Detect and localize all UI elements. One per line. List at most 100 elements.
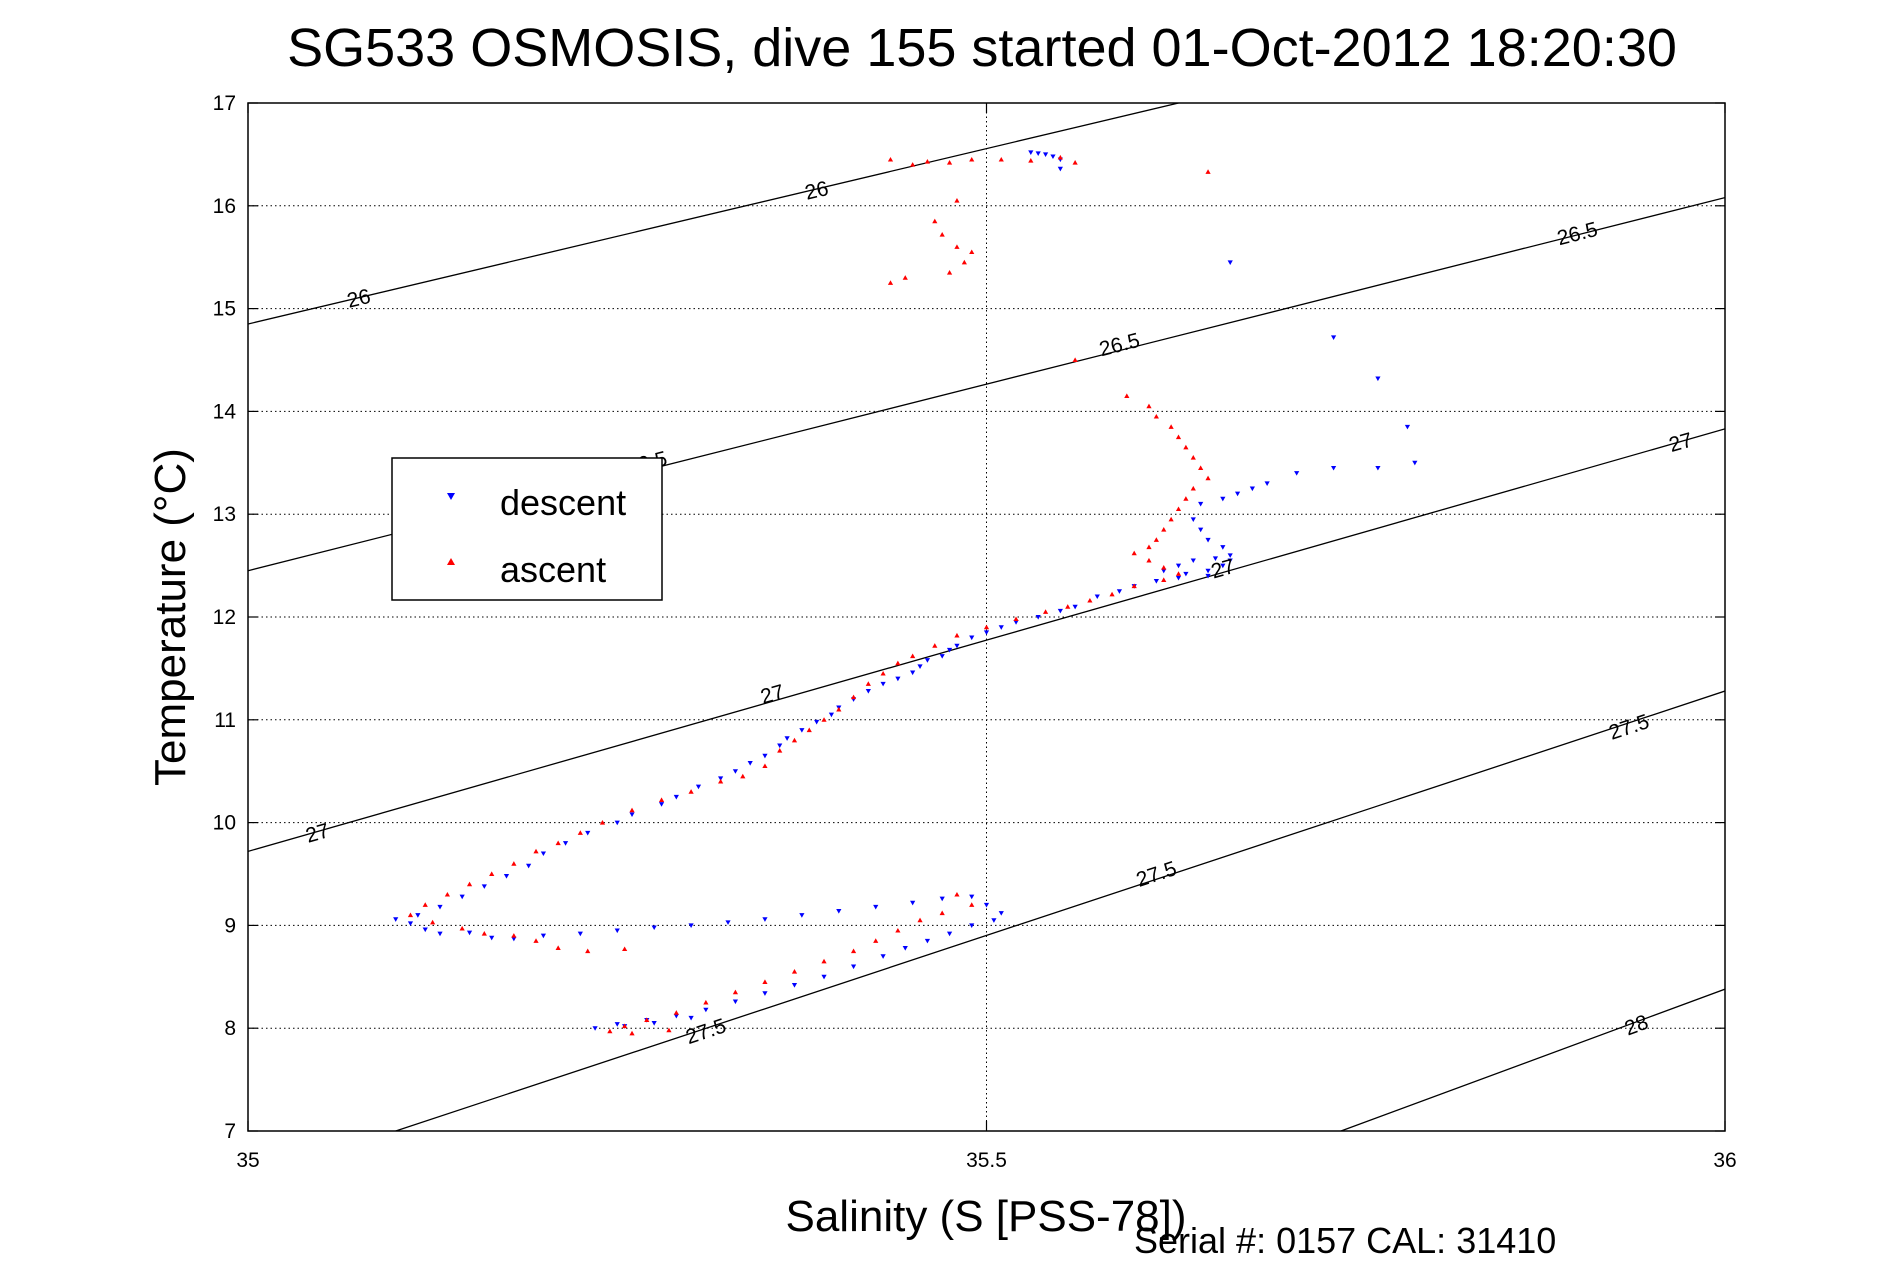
data-point-descent — [540, 933, 546, 939]
data-point-ascent — [954, 891, 960, 897]
data-point-descent — [437, 931, 443, 937]
data-point-ascent — [422, 902, 428, 907]
data-point-descent — [939, 654, 945, 659]
data-point-ascent — [1168, 516, 1174, 522]
data-point-ascent — [1146, 544, 1152, 550]
data-point-ascent — [1072, 160, 1078, 165]
data-point-ascent — [407, 912, 414, 918]
data-point-descent — [688, 1015, 694, 1021]
data-point-ascent — [1168, 424, 1174, 429]
data-point-ascent — [703, 999, 709, 1005]
data-point-descent — [673, 794, 679, 800]
data-point-ascent — [511, 933, 517, 938]
data-point-ascent — [850, 948, 857, 954]
data-point-ascent — [644, 1017, 650, 1022]
data-point-ascent — [836, 706, 842, 712]
data-point-ascent — [946, 160, 953, 165]
data-point-descent — [1220, 496, 1226, 502]
series-ascent — [407, 154, 1211, 1036]
data-point-descent — [437, 904, 443, 910]
data-point-ascent — [946, 270, 953, 275]
contour-line-28 — [1340, 988, 1725, 1131]
x-tick-label: 35 — [236, 1149, 259, 1172]
y-tick-label: 14 — [213, 400, 237, 423]
data-point-ascent — [873, 938, 879, 943]
data-point-descent — [902, 946, 908, 951]
data-point-descent — [1183, 571, 1189, 577]
data-point-ascent — [577, 830, 583, 835]
data-point-ascent — [459, 925, 465, 931]
data-point-descent — [1227, 558, 1233, 564]
data-point-descent — [865, 689, 871, 694]
serial-cal-footer: Serial #: 0157 CAL: 31410 — [1134, 1220, 1556, 1261]
data-point-ascent — [865, 681, 871, 686]
data-point-ascent — [880, 670, 886, 676]
data-point-ascent — [666, 1027, 672, 1033]
contour-label: 26 — [803, 177, 831, 205]
y-tick-label: 11 — [214, 709, 236, 732]
legend-marker-ascent — [447, 558, 455, 565]
data-point-ascent — [895, 927, 901, 933]
x-tick-label: 36 — [1713, 1149, 1736, 1172]
data-point-ascent — [740, 773, 746, 779]
data-point-descent — [821, 974, 827, 980]
data-point-descent — [969, 894, 975, 900]
data-point-descent — [784, 736, 790, 741]
data-point-descent — [1153, 579, 1159, 584]
y-tick-label: 8 — [224, 1017, 236, 1040]
y-tick-label: 17 — [213, 92, 236, 115]
data-point-descent — [585, 830, 591, 836]
data-point-ascent — [1131, 550, 1137, 556]
data-point-descent — [688, 923, 694, 928]
data-point-descent — [1094, 594, 1100, 600]
data-point-ascent — [1183, 496, 1189, 501]
data-point-descent — [998, 625, 1004, 630]
data-point-descent — [658, 802, 665, 807]
data-point-ascent — [585, 948, 591, 954]
data-point-descent — [732, 769, 739, 774]
data-point-descent — [1028, 150, 1034, 155]
data-point-ascent — [954, 198, 960, 203]
data-point-descent — [747, 760, 753, 766]
data-point-descent — [895, 676, 901, 682]
data-point-descent — [991, 918, 997, 923]
data-point-descent — [946, 647, 953, 653]
y-tick-label: 10 — [213, 812, 236, 835]
data-point-descent — [1205, 573, 1211, 579]
legend-box — [391, 457, 663, 601]
data-point-ascent — [969, 156, 975, 162]
y-tick-label: 13 — [213, 503, 236, 526]
data-point-descent — [983, 902, 990, 908]
data-point-ascent — [939, 910, 945, 916]
data-point-descent — [393, 917, 399, 922]
data-point-descent — [540, 851, 546, 857]
data-point-descent — [1375, 376, 1381, 382]
data-point-descent — [1227, 553, 1233, 558]
x-tick-label: 35.5 — [966, 1149, 1007, 1172]
data-point-ascent — [998, 156, 1004, 162]
data-point-descent — [777, 743, 783, 749]
data-point-descent — [695, 784, 702, 790]
data-point-descent — [762, 917, 768, 922]
data-point-ascent — [932, 218, 938, 224]
data-point-ascent — [533, 848, 539, 854]
data-point-descent — [703, 1007, 709, 1013]
data-point-descent — [1035, 615, 1041, 620]
data-point-ascent — [1124, 393, 1130, 398]
data-point-descent — [946, 931, 953, 937]
data-point-descent — [1175, 563, 1182, 569]
data-point-descent — [1205, 568, 1211, 574]
data-point-ascent — [718, 778, 724, 784]
data-point-descent — [836, 909, 842, 914]
data-point-descent — [1198, 527, 1204, 533]
y-tick-label: 12 — [213, 606, 236, 629]
data-point-descent — [1050, 154, 1056, 160]
data-point-descent — [407, 921, 414, 926]
data-point-descent — [1013, 620, 1019, 625]
data-point-descent — [673, 1013, 679, 1019]
data-point-ascent — [762, 979, 768, 984]
data-point-ascent — [777, 748, 783, 753]
data-point-ascent — [1028, 157, 1034, 163]
data-point-ascent — [961, 259, 967, 265]
data-point-descent — [828, 712, 835, 718]
